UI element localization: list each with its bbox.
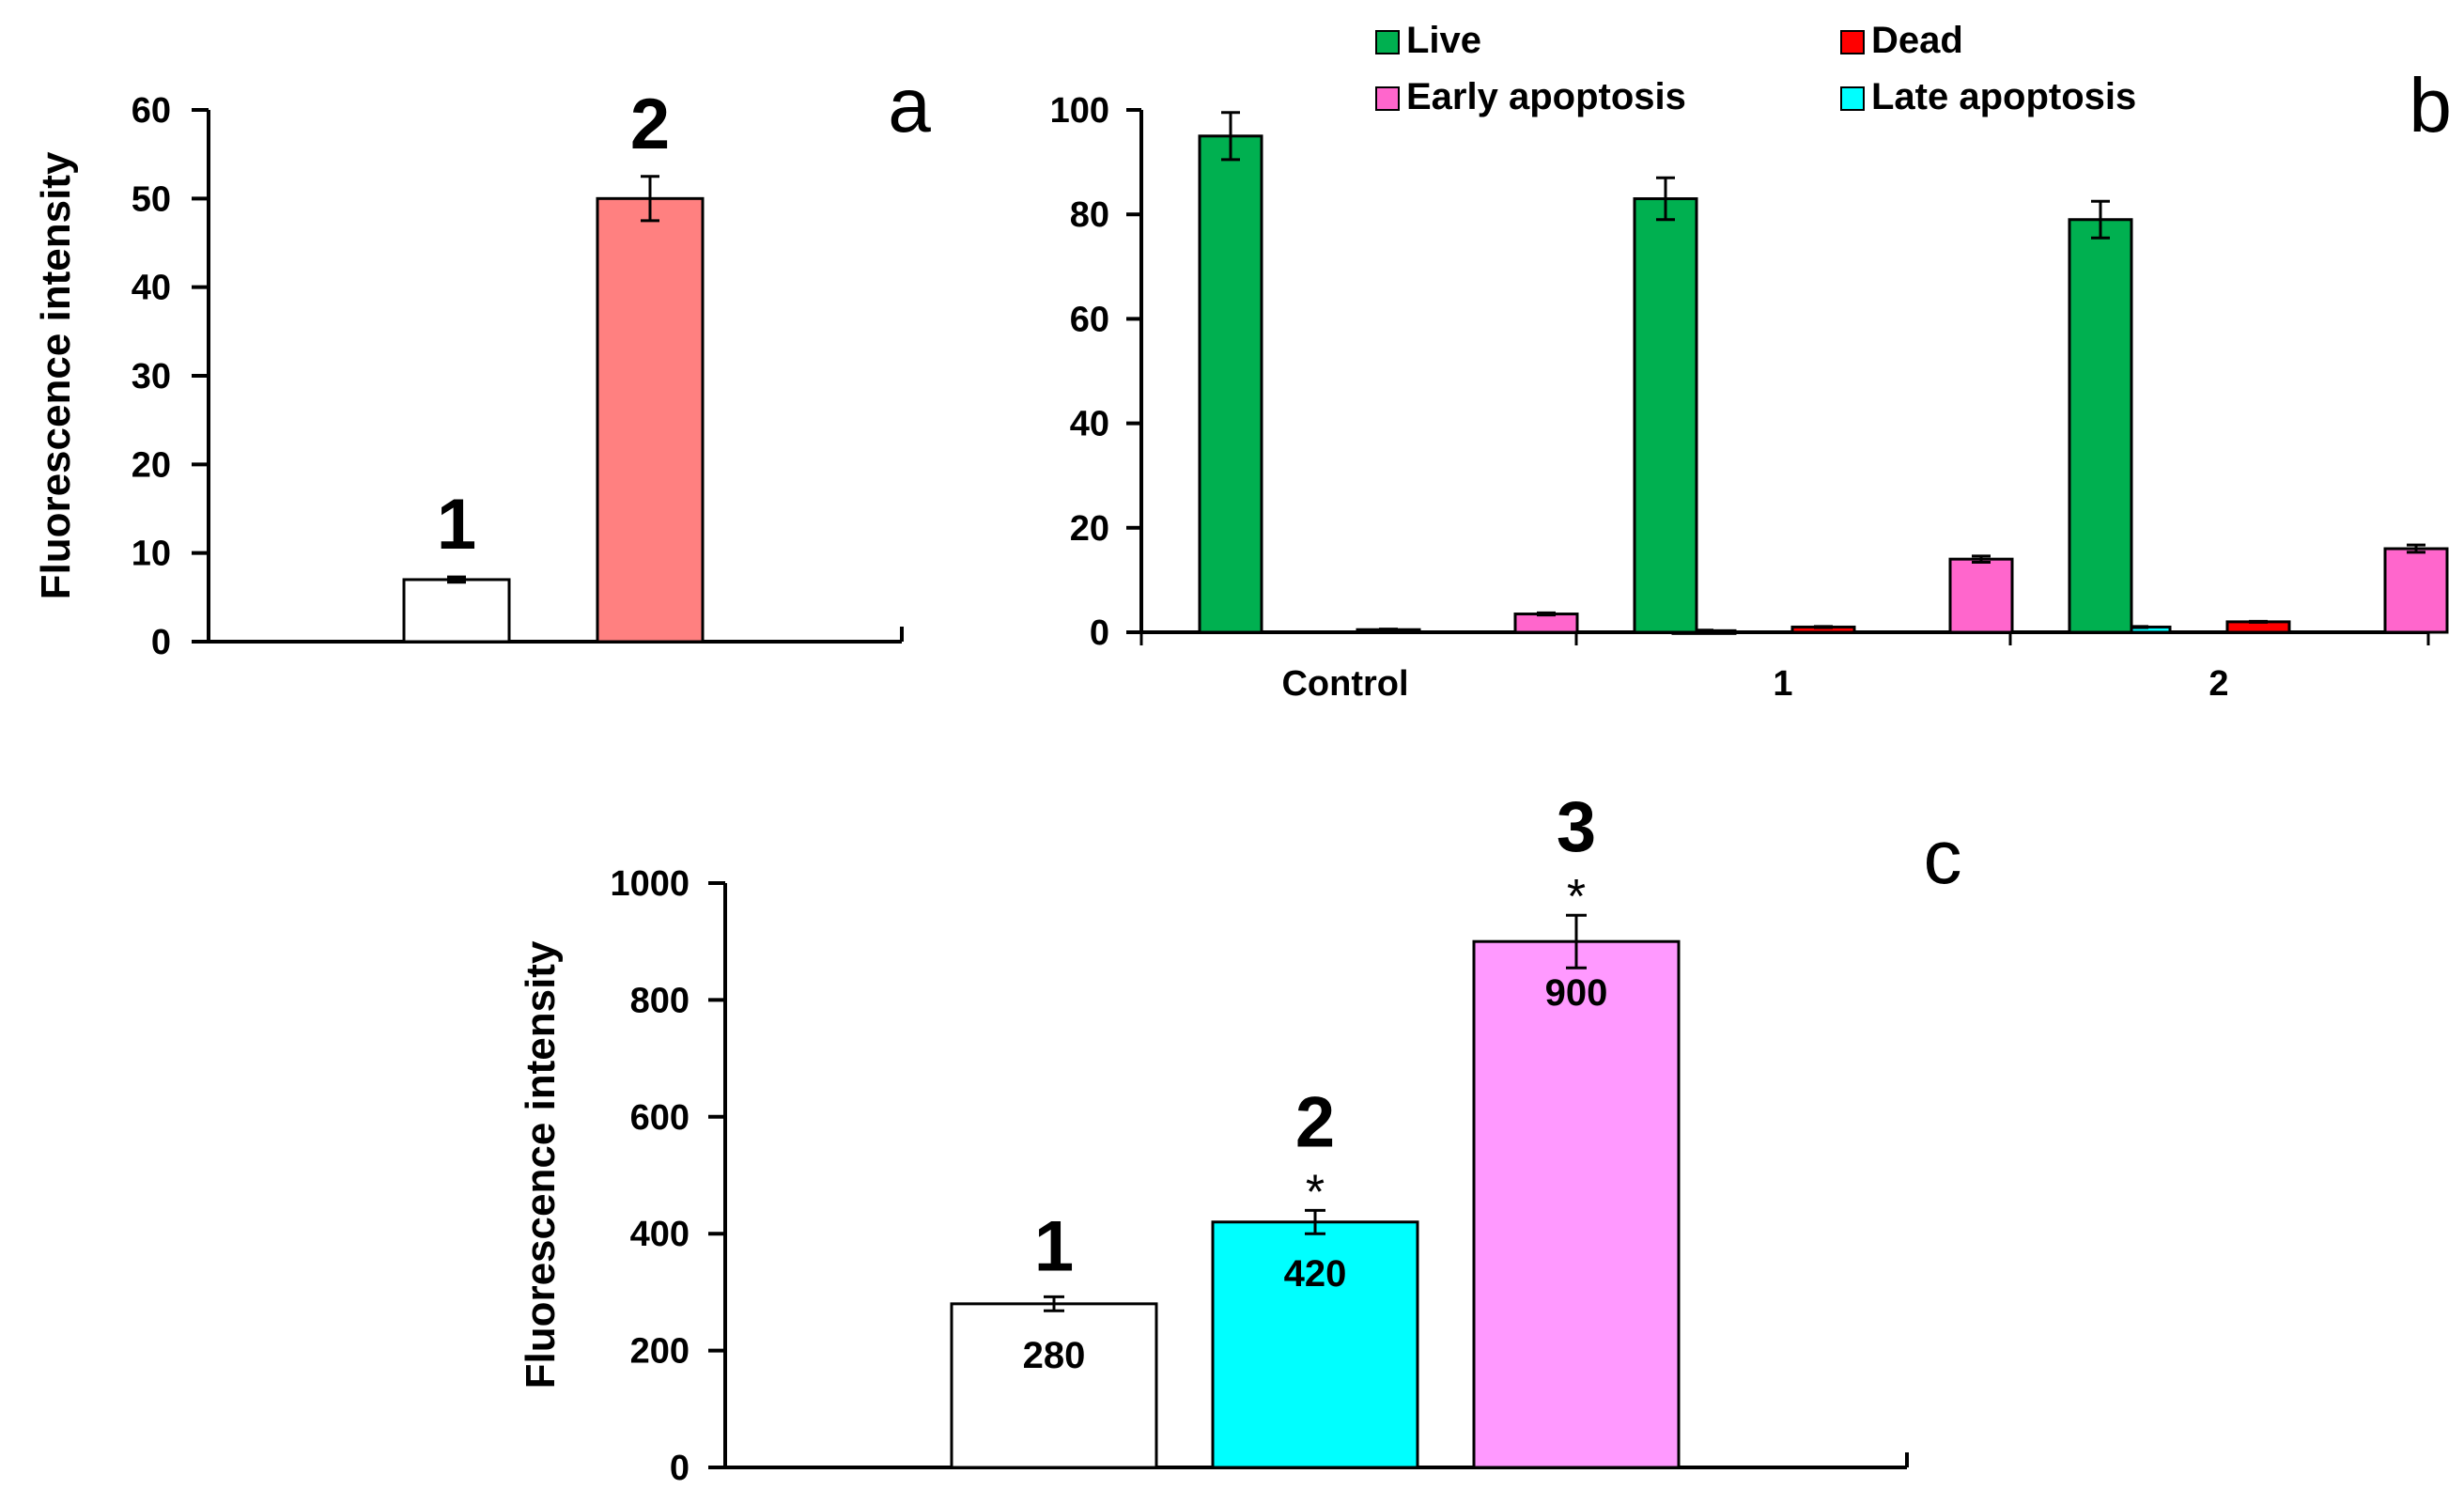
chart-panel-a: 0 10 20 30 40 50 60 Fluorescence intensity 1 2 a bbox=[33, 63, 931, 662]
x-tick-label-b-1: 1 bbox=[1773, 664, 1792, 704]
legend-swatch-dead bbox=[1840, 30, 1865, 54]
y-tick-label-a: 10 bbox=[132, 535, 171, 574]
y-tick-label-b: 80 bbox=[1070, 195, 1109, 235]
significance-star-c-3: * bbox=[1567, 870, 1586, 924]
value-label-c-3: 900 bbox=[1545, 972, 1608, 1014]
x-tick-label-b-Control: Control bbox=[1281, 664, 1408, 704]
y-tick-label-b: 60 bbox=[1070, 300, 1109, 339]
y-tick-label-b: 100 bbox=[1050, 91, 1109, 131]
legend-swatch-early-apoptosis bbox=[1375, 86, 1400, 111]
legend-label-early-apoptosis: Early apoptosis bbox=[1406, 76, 1686, 117]
panel-letter-a: a bbox=[888, 63, 931, 148]
bar-label-c-1: 1 bbox=[1034, 1206, 1074, 1286]
y-axis-label-a: Fluorescence intensity bbox=[33, 151, 79, 599]
legend-swatch-late-apoptosis bbox=[1840, 86, 1865, 111]
legend-label-late-apoptosis: Late apoptosis bbox=[1871, 76, 2136, 117]
bar-c-3 bbox=[1472, 939, 1681, 1469]
y-tick-label-c: 400 bbox=[630, 1215, 690, 1254]
legend-label-dead: Dead bbox=[1871, 20, 1963, 61]
x-tick-label-b-2: 2 bbox=[2208, 664, 2228, 704]
y-tick-label-c: 1000 bbox=[610, 864, 690, 904]
significance-star-c-2: * bbox=[1306, 1165, 1325, 1219]
y-tick-label-b: 0 bbox=[1090, 613, 1109, 653]
value-label-c-1: 280 bbox=[1023, 1335, 1086, 1376]
bar-b-Control-early-apoptosis bbox=[1513, 613, 1579, 634]
bar-b-Control-live bbox=[1198, 134, 1263, 634]
bar-label-c-3: 3 bbox=[1557, 787, 1596, 867]
y-tick-label-c: 200 bbox=[630, 1332, 690, 1372]
y-tick-label-c: 600 bbox=[630, 1098, 690, 1138]
y-tick-label-b: 20 bbox=[1070, 509, 1109, 549]
chart-panel-b: 0 20 40 60 80 100 Control 1 2 Live Dead Early apopt… bbox=[1050, 20, 2452, 704]
panel-letter-b: b bbox=[2409, 63, 2452, 148]
y-tick-label-a: 40 bbox=[132, 269, 171, 308]
bar-b-2-early-apoptosis bbox=[2383, 547, 2449, 634]
bar-label-c-2: 2 bbox=[1295, 1082, 1335, 1162]
legend-swatch-live bbox=[1375, 30, 1400, 54]
y-tick-label-a: 20 bbox=[132, 445, 171, 485]
bar-label-a-2: 2 bbox=[630, 85, 670, 164]
y-tick-label-a: 60 bbox=[132, 91, 171, 131]
bar-b-2-live bbox=[2068, 218, 2133, 634]
bar-b-1-live bbox=[1633, 197, 1698, 634]
y-axis-label-c: Fluorescence intensity bbox=[518, 940, 564, 1389]
bar-c-2 bbox=[1211, 1220, 1419, 1469]
bar-a-1 bbox=[402, 578, 511, 644]
y-tick-label-c: 0 bbox=[670, 1449, 690, 1488]
y-tick-label-c: 800 bbox=[630, 981, 690, 1020]
legend-label-live: Live bbox=[1406, 20, 1481, 61]
panel-letter-c: c bbox=[1924, 815, 1962, 900]
bar-label-a-1: 1 bbox=[437, 485, 476, 565]
bar-b-1-early-apoptosis bbox=[1948, 557, 2014, 634]
chart-panel-c: 0 200 400 600 800 1000 Fluorescence intensity 2… bbox=[518, 787, 1962, 1488]
value-label-c-2: 420 bbox=[1284, 1253, 1347, 1295]
bar-a-2 bbox=[596, 196, 705, 644]
y-tick-label-a: 0 bbox=[151, 623, 171, 662]
bar-c-1 bbox=[950, 1302, 1158, 1469]
y-tick-label-a: 50 bbox=[132, 179, 171, 219]
y-tick-label-b: 40 bbox=[1070, 405, 1109, 444]
y-tick-label-a: 30 bbox=[132, 357, 171, 396]
